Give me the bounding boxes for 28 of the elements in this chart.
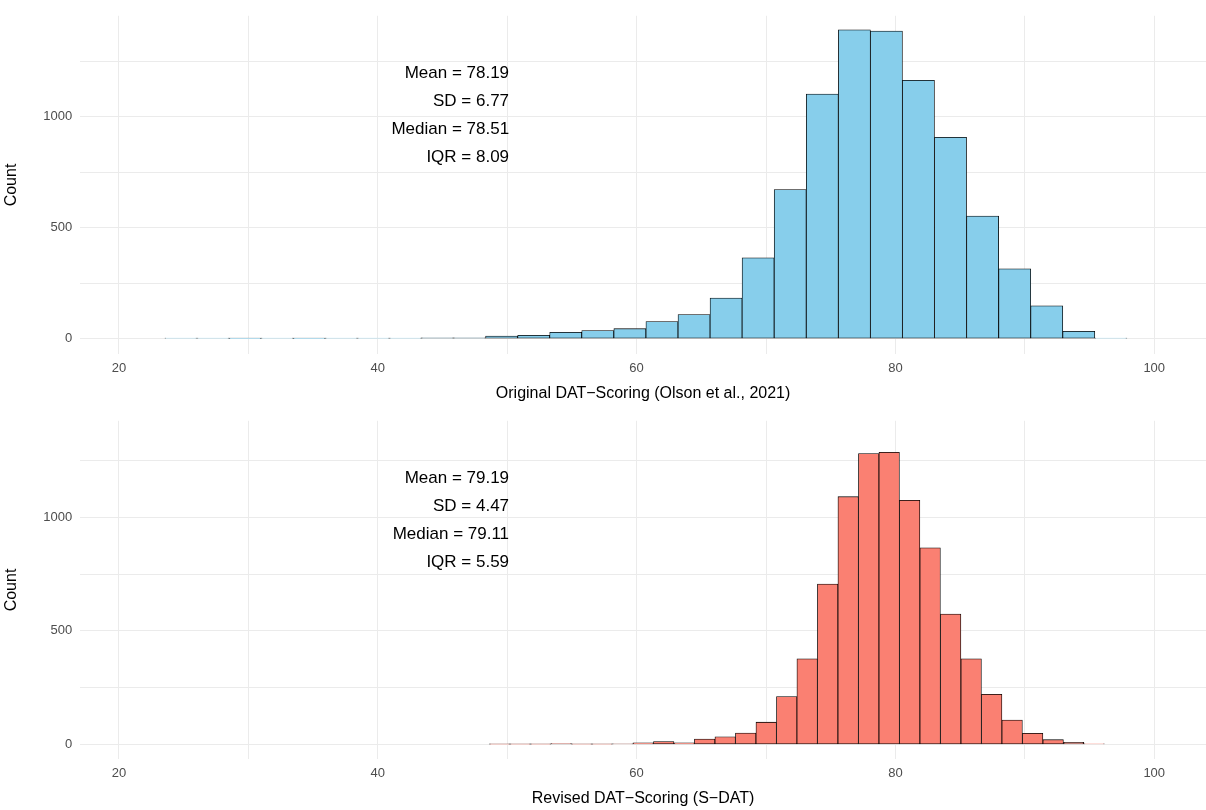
y-axis-title: Count <box>2 568 20 612</box>
annotation: IQR = 8.09 <box>426 147 510 167</box>
x-tick-label: 40 <box>370 764 385 780</box>
x-tick-label: 80 <box>888 764 903 780</box>
x-tick-label: 80 <box>888 359 903 375</box>
annotation: IQR = 5.59 <box>426 552 510 572</box>
x-tick-label: 20 <box>111 764 127 780</box>
x-tick-label: 60 <box>629 359 644 375</box>
x-axis-title: Original DAT−Scoring (Olson et al., 2021) <box>495 383 791 401</box>
y-tick-label: 500 <box>50 219 73 235</box>
annotation: Median = 79.11 <box>392 524 510 544</box>
y-tick-label: 1000 <box>43 508 73 524</box>
y-axis-title: Count <box>2 163 20 207</box>
annotation: Median = 78.51 <box>391 119 510 139</box>
x-tick-label: 100 <box>1143 764 1166 780</box>
x-tick-label: 20 <box>111 359 127 375</box>
x-axis-title: Revised DAT−Scoring (S−DAT) <box>531 788 755 806</box>
annotation: Mean = 78.19 <box>404 63 510 83</box>
y-tick-label: 0 <box>64 330 73 346</box>
annotation: SD = 6.77 <box>433 91 510 111</box>
y-tick-label: 0 <box>64 736 73 752</box>
x-tick-label: 60 <box>629 764 644 780</box>
y-tick-label: 1000 <box>43 108 73 124</box>
x-tick-label: 40 <box>370 359 385 375</box>
y-tick-label: 500 <box>50 622 73 638</box>
annotation: SD = 4.47 <box>433 496 510 516</box>
annotation: Mean = 79.19 <box>404 468 510 488</box>
x-tick-label: 100 <box>1143 359 1166 375</box>
